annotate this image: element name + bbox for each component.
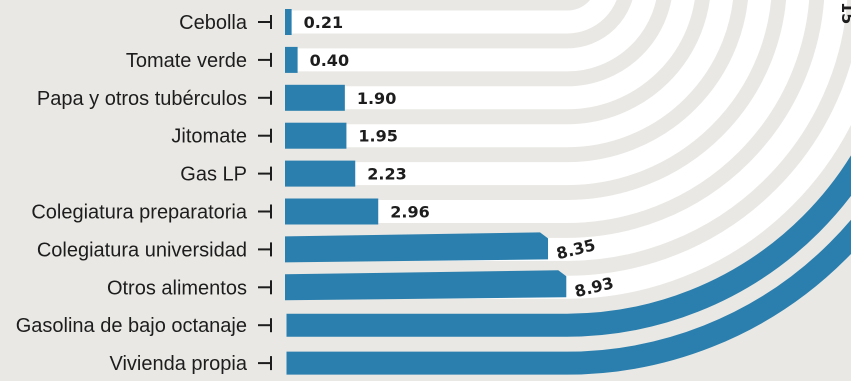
category-label: Colegiatura preparatoria (31, 202, 248, 224)
category-label: Jitomate (171, 126, 247, 148)
bar (283, 214, 851, 378)
category-label: Otros alimentos (107, 277, 247, 299)
value-label: 1.95 (358, 127, 397, 146)
category-labels: Cebolla Tomate verde Papa y otros tubércul… (16, 12, 272, 375)
category-label: Vivienda propia (109, 353, 247, 375)
bar-track (283, 51, 851, 302)
value-label: 1.90 (357, 89, 396, 108)
category-label: Papa y otros tubérculos (37, 88, 247, 110)
value-label-partial: 15 (838, 2, 851, 24)
bar (285, 232, 549, 263)
bar (285, 198, 379, 225)
value-label: 2.96 (390, 203, 429, 222)
bar (285, 122, 347, 149)
bar-track (283, 0, 698, 113)
bar (285, 46, 298, 73)
category-label: Gasolina de bajo octanaje (16, 315, 247, 337)
category-label: Colegiatura universidad (37, 239, 247, 261)
category-label: Gas LP (180, 164, 247, 186)
bar (283, 149, 851, 340)
bar (285, 9, 292, 35)
bar (285, 160, 356, 187)
value-label: 0.40 (310, 51, 349, 70)
bar-track (283, 0, 813, 226)
bars (283, 9, 851, 378)
bar (285, 84, 345, 111)
bar-track (283, 0, 620, 37)
bar (285, 270, 567, 301)
category-label: Tomate verde (126, 50, 247, 72)
value-label: 0.21 (304, 13, 343, 32)
bar-track (283, 0, 660, 75)
value-label: 2.23 (367, 165, 406, 184)
category-label: Cebolla (179, 12, 248, 34)
bar-track (283, 0, 851, 264)
